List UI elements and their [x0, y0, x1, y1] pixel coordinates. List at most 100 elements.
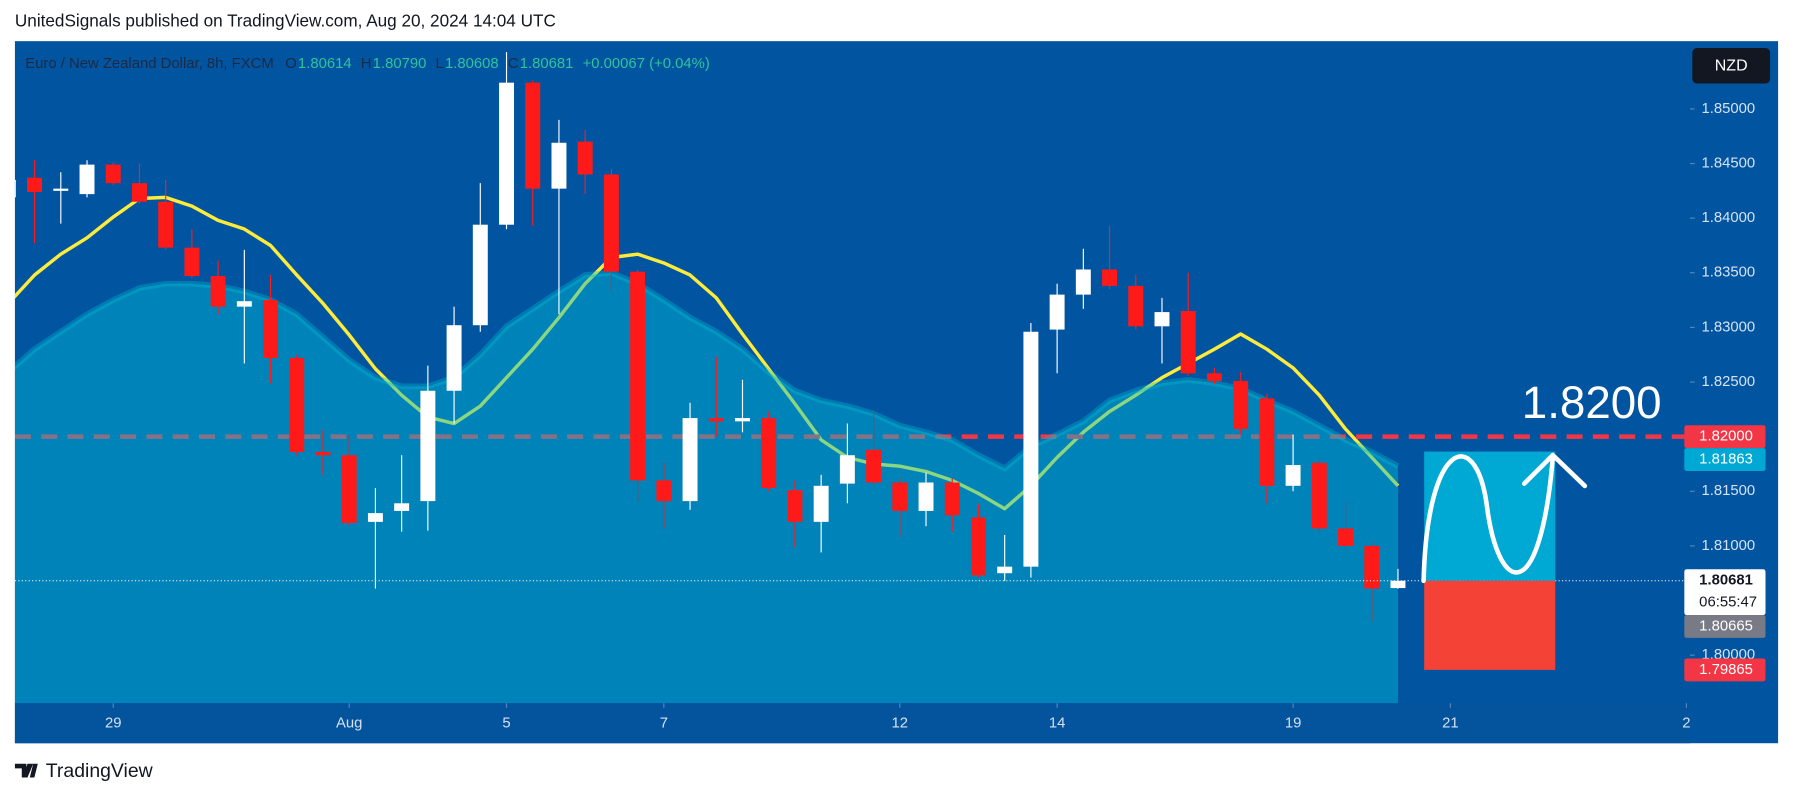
price-tag — [1684, 658, 1766, 682]
price-tag — [1684, 425, 1766, 449]
moving-average-area — [14, 272, 1399, 704]
candle-body — [131, 183, 147, 202]
candle-body — [1285, 465, 1301, 486]
legend-text: 1.80614 — [298, 56, 352, 72]
y-tick-label: 1.85000 — [1701, 101, 1755, 117]
candle-body — [813, 485, 829, 522]
y-tick-label: 1.81500 — [1701, 483, 1755, 499]
candle-body — [394, 503, 410, 511]
candle-body — [892, 482, 908, 511]
candle-body — [1259, 398, 1275, 486]
y-tick-label: 1.81000 — [1701, 538, 1755, 554]
candle-body — [735, 418, 750, 422]
y-tick-label: 1.82500 — [1701, 374, 1755, 390]
price-tag — [1684, 615, 1766, 638]
currency-badge[interactable] — [1692, 48, 1771, 84]
x-axis-band — [14, 703, 1691, 744]
candle-body — [1180, 311, 1196, 374]
footer-brand: TradingView — [46, 760, 154, 782]
candle-body — [551, 142, 567, 189]
candle-body — [499, 82, 514, 225]
x-tick-label: 14 — [1049, 716, 1066, 732]
currency-label: NZD — [1715, 58, 1748, 75]
candle-body — [682, 418, 698, 502]
moving-average-edge — [14, 269, 1400, 472]
candle-body — [1206, 373, 1222, 381]
moving-average-line — [14, 195, 1400, 511]
footer-logo — [14, 763, 38, 778]
annotation: 1.8200 — [1522, 377, 1662, 428]
x-tick-label: 21 — [1442, 716, 1459, 732]
candle-body — [210, 276, 226, 307]
legend-text: +0.00067 (+0.04%) — [583, 56, 710, 72]
legend-text: O — [285, 56, 297, 72]
candle-body — [236, 301, 252, 307]
legend-text: Euro / New Zealand Dollar, 8h, FXCM — [25, 56, 274, 72]
candle-body — [970, 517, 986, 576]
price-tag-label: 1.82000 — [1699, 429, 1753, 445]
candle-body — [1023, 331, 1039, 567]
candle-body — [708, 418, 724, 422]
candle-body — [158, 201, 174, 248]
candle-body — [1390, 580, 1406, 589]
price-tag-label: 1.80665 — [1699, 618, 1753, 634]
y-tick-label: 1.84500 — [1701, 155, 1755, 171]
candle-body — [1338, 528, 1353, 546]
logo-icon — [14, 763, 38, 778]
candle-body — [761, 418, 777, 488]
legend-text: L — [436, 56, 444, 72]
candle-body — [420, 390, 436, 502]
price-tag-label: 1.80681 — [1699, 573, 1753, 589]
price-tag-label: 1.81863 — [1699, 451, 1753, 467]
price-tag — [1684, 448, 1766, 471]
candle-body — [289, 357, 305, 452]
candle-body — [787, 490, 803, 522]
x-tick-label: 7 — [660, 716, 668, 732]
candle-body — [577, 141, 593, 175]
candle-body — [367, 513, 383, 522]
candle-body — [918, 482, 934, 511]
y-tick-label: 1.83500 — [1701, 265, 1755, 281]
candle-body — [1154, 312, 1170, 327]
candle-body — [866, 449, 882, 483]
candle-body — [1102, 269, 1118, 286]
candle-body — [184, 247, 200, 277]
candle-body — [263, 300, 279, 358]
candle-body — [79, 164, 95, 195]
candle-body — [1128, 285, 1144, 327]
legend-text: H — [361, 56, 372, 72]
candle-body — [105, 164, 121, 184]
candle-body — [1233, 380, 1249, 429]
candle-body — [446, 325, 462, 391]
candle-body — [1075, 269, 1091, 295]
candle-body — [630, 271, 646, 481]
candle-body — [603, 174, 619, 272]
price-tag-label: 1.79865 — [1699, 662, 1753, 678]
candle-body — [27, 177, 43, 192]
price-tag — [1684, 569, 1766, 616]
drawn-curve — [1421, 454, 1556, 584]
candle-body — [1311, 462, 1327, 529]
legend-text: 1.80608 — [445, 56, 499, 72]
candle-body — [1049, 294, 1065, 330]
x-tick-label: 12 — [892, 716, 909, 732]
x-tick-label: Aug — [336, 716, 362, 732]
legend-text: 1.80790 — [373, 56, 427, 72]
position-stop — [1424, 580, 1556, 670]
legend-text: 1.80681 — [520, 56, 574, 72]
x-tick-label: 2 — [1682, 716, 1690, 732]
candle-body — [997, 566, 1013, 574]
x-tick-label: 29 — [105, 716, 122, 732]
header-text: UnitedSignals published on TradingView.c… — [15, 10, 556, 30]
drawn-arrowhead — [1521, 452, 1588, 489]
x-tick-label: 19 — [1285, 716, 1302, 732]
candle-body — [53, 188, 69, 191]
candle-body — [14, 179, 16, 198]
y-tick-label: 1.83000 — [1701, 319, 1755, 335]
legend-text: C — [508, 56, 519, 72]
candle-body — [315, 451, 331, 456]
y-tick-label: 1.84000 — [1701, 210, 1755, 226]
candle-body — [1364, 545, 1380, 589]
